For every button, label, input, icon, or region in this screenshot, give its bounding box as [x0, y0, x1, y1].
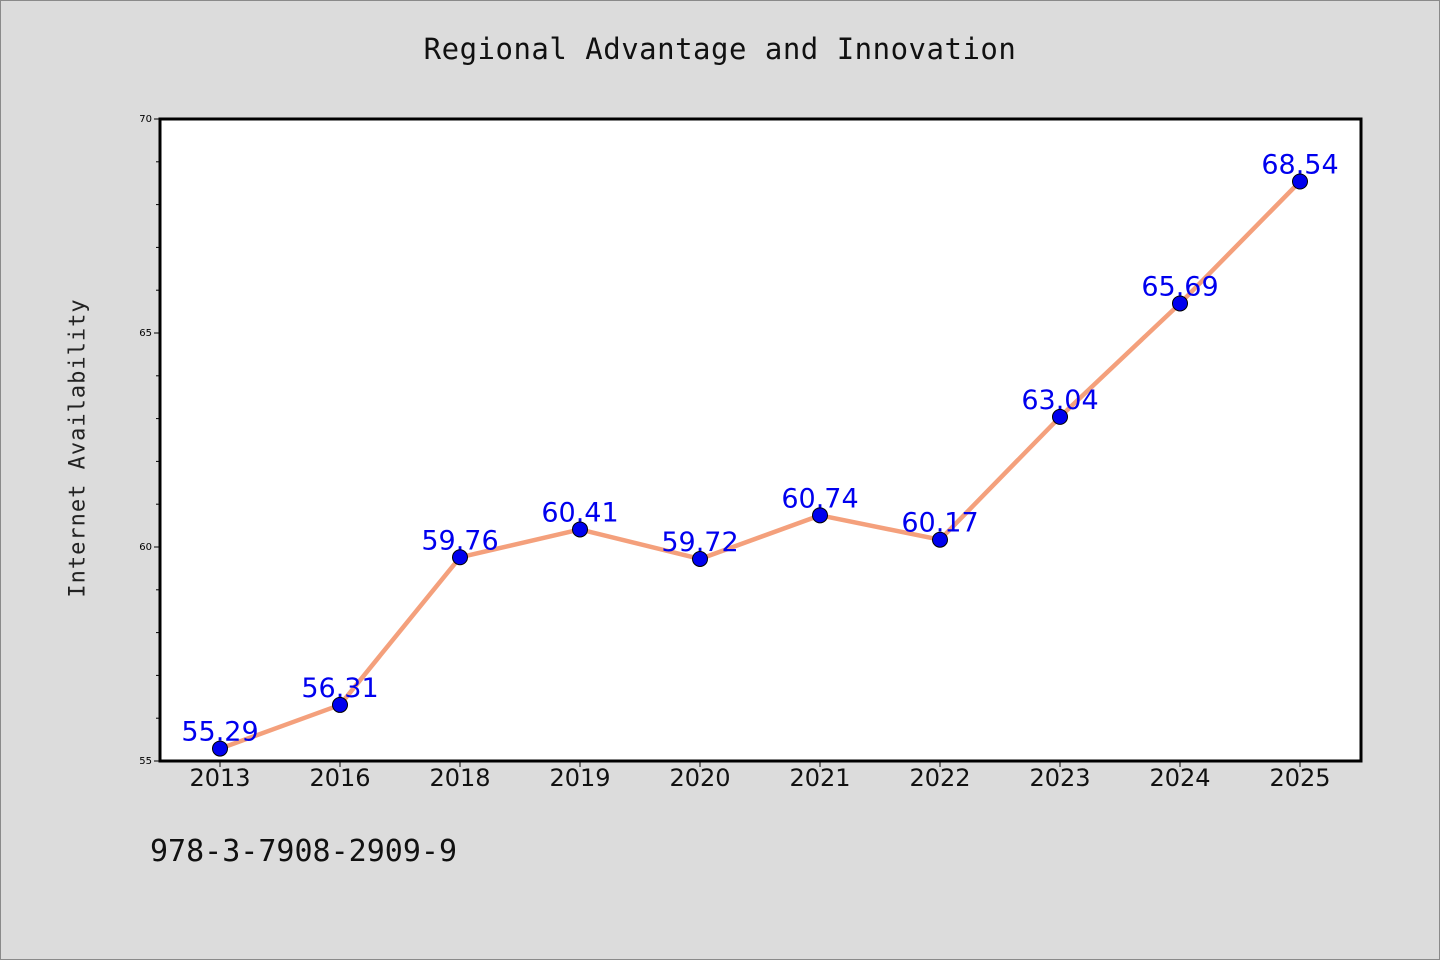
data-point [1172, 295, 1188, 312]
data-label: 56.31 [301, 673, 378, 704]
x-tick-label: 2020 [669, 764, 730, 792]
data-label: 59.76 [421, 525, 498, 556]
y-tick-label: 70 [139, 114, 152, 125]
plot-area [160, 119, 1361, 761]
y-tick-label: 65 [139, 328, 152, 339]
data-label: 55.29 [181, 717, 258, 748]
data-label: 68.54 [1261, 149, 1338, 180]
data-label: 60.74 [781, 483, 858, 514]
data-point [812, 507, 828, 524]
data-label: 59.72 [661, 527, 738, 558]
chart-title: Regional Advantage and Innovation [423, 32, 1017, 66]
x-tick-label: 2022 [909, 764, 970, 792]
data-point [572, 521, 588, 538]
x-tick-label: 2019 [549, 764, 610, 792]
x-tick-label: 2023 [1029, 764, 1090, 792]
x-tick-label: 2013 [189, 764, 250, 792]
data-label: 60.17 [901, 508, 978, 539]
data-point [692, 550, 708, 567]
data-label: 65.69 [1141, 271, 1218, 302]
x-tick-label: 2024 [1149, 764, 1210, 792]
data-label: 60.41 [541, 497, 618, 528]
data-point [212, 740, 228, 757]
data-point [332, 696, 348, 713]
plot-border [158, 117, 1363, 763]
data-point [1052, 408, 1068, 425]
y-tick-label: 55 [139, 756, 152, 767]
series-line [217, 179, 1303, 751]
data-point [932, 531, 948, 548]
y-tick-label: 60 [139, 542, 152, 553]
x-tick-label: 2025 [1269, 764, 1330, 792]
data-point [452, 549, 468, 566]
data-point [1292, 173, 1308, 190]
isbn-text: 978-3-7908-2909-9 [150, 834, 458, 869]
x-tick-label: 2021 [789, 764, 850, 792]
x-tick-label: 2016 [309, 764, 370, 792]
data-label: 63.04 [1021, 385, 1098, 416]
x-tick-label: 2018 [429, 764, 490, 792]
